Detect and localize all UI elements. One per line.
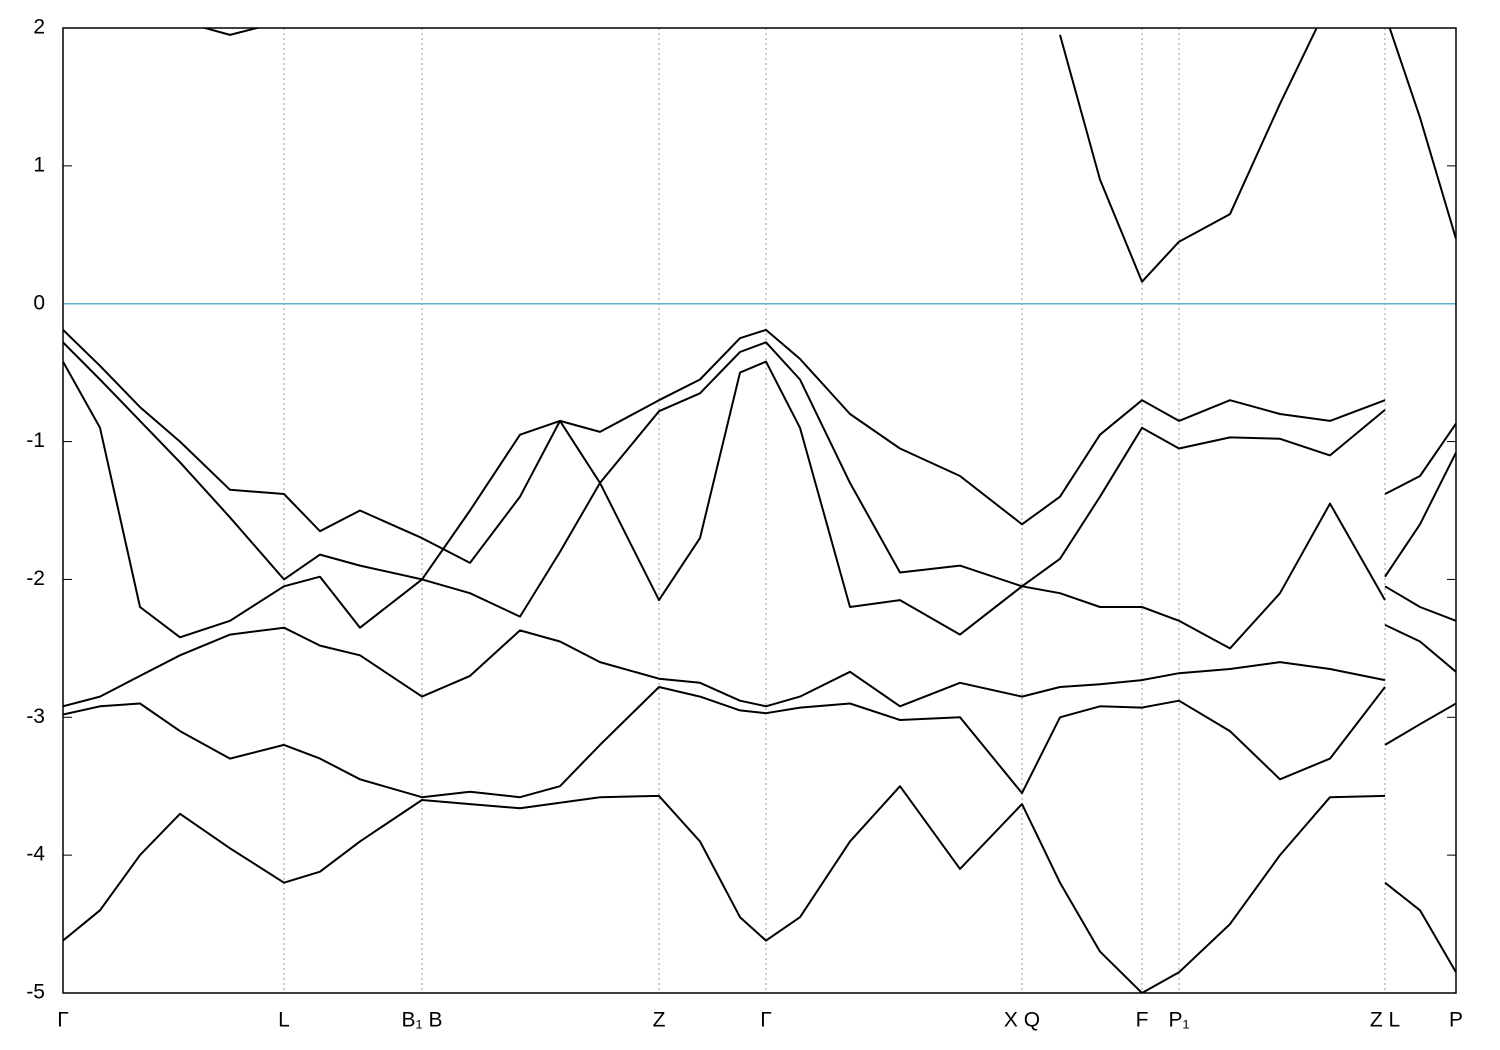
y-tick-label: -3	[26, 705, 45, 728]
y-tick-label: -1	[26, 429, 45, 452]
band-line	[63, 328, 1456, 564]
plot-area	[63, 28, 1456, 993]
x-tick-label: L	[278, 1009, 290, 1032]
band-line	[201, 28, 1456, 283]
y-tick-label: -5	[26, 981, 45, 1004]
x-tick-label: Z L	[1370, 1009, 1400, 1032]
band-line	[63, 341, 1456, 618]
band-line	[63, 623, 1456, 708]
x-tick-label: F	[1136, 1009, 1149, 1032]
band-line	[63, 785, 1456, 993]
x-tick-label: P	[1449, 1009, 1463, 1032]
y-tick-label: -2	[26, 567, 45, 590]
plot-frame	[62, 27, 1457, 994]
x-tick-label: Z	[653, 1009, 666, 1032]
x-tick-label: X Q	[1004, 1009, 1040, 1032]
y-tick-label: -4	[26, 843, 45, 866]
y-tick-label: 0	[33, 291, 45, 314]
x-tick-label: P₁	[1168, 1009, 1189, 1032]
x-tick-label: Γ	[760, 1009, 772, 1032]
y-tick-label: 2	[33, 16, 45, 39]
y-tick-label: 1	[33, 153, 45, 176]
x-tick-label: B₁ B	[402, 1009, 443, 1032]
band-line	[63, 686, 1456, 799]
band-line	[63, 360, 1456, 650]
x-tick-label: Γ	[57, 1009, 69, 1032]
